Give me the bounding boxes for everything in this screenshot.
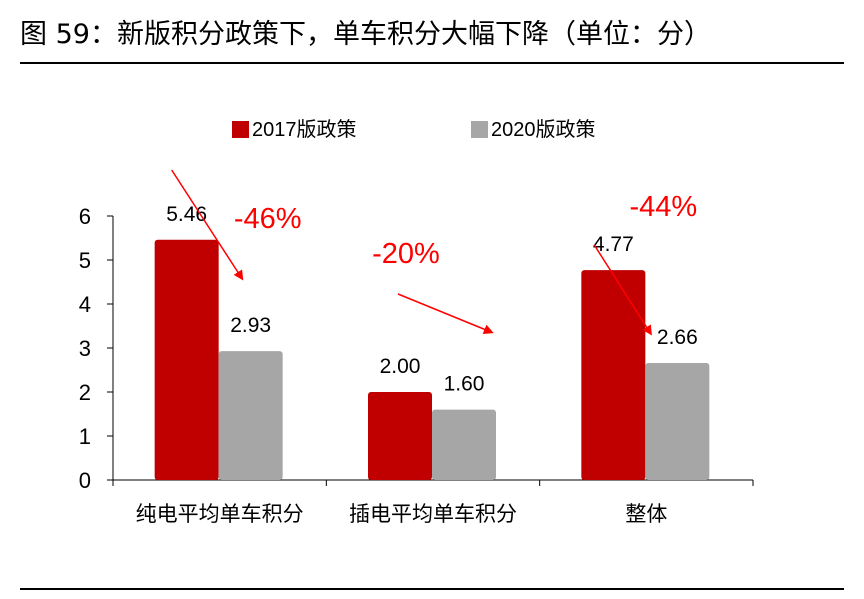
trend-arrow bbox=[171, 169, 244, 281]
x-category-label: 插电平均单车积分 bbox=[349, 503, 517, 526]
title-rule bbox=[20, 62, 844, 64]
bar-series2 bbox=[218, 351, 283, 480]
y-tick-label: 0 bbox=[79, 468, 91, 493]
y-tick-label: 5 bbox=[79, 248, 91, 273]
annotations: -46% -20% -44% bbox=[171, 169, 697, 336]
x-category-label: 整体 bbox=[625, 503, 667, 526]
y-tick-label: 4 bbox=[79, 292, 91, 317]
legend-swatch bbox=[232, 121, 249, 138]
footer-rule bbox=[20, 588, 844, 590]
y-tick-label: 6 bbox=[79, 204, 91, 229]
bar-series1 bbox=[581, 270, 646, 480]
legend-label: 2017版政策 bbox=[252, 118, 357, 141]
axes: 0 1 2 3 4 5 6 纯电平均单车积分 插电平均单车积分 整体 bbox=[79, 204, 754, 526]
x-category-label: 纯电平均单车积分 bbox=[136, 503, 304, 526]
change-annotation: -20% bbox=[372, 238, 440, 270]
data-label: 1.60 bbox=[444, 373, 485, 396]
legend-swatch bbox=[471, 121, 488, 138]
change-annotation: -46% bbox=[234, 203, 302, 235]
trend-arrow bbox=[593, 244, 652, 336]
y-tick-label: 3 bbox=[79, 336, 91, 361]
data-label: 2.66 bbox=[657, 326, 698, 349]
bar-series1 bbox=[368, 392, 432, 480]
y-tick-label: 2 bbox=[79, 380, 91, 405]
data-label: 4.77 bbox=[593, 233, 634, 256]
bar-series2 bbox=[645, 362, 710, 480]
bar-series2 bbox=[432, 409, 496, 480]
data-label: 2.93 bbox=[230, 314, 271, 337]
figure-title: 图 59：新版积分政策下，单车积分大幅下降（单位：分） bbox=[20, 19, 711, 50]
legend: 2017版政策 2020版政策 bbox=[232, 118, 596, 141]
legend-label: 2020版政策 bbox=[491, 118, 596, 141]
trend-arrow bbox=[397, 293, 494, 334]
data-label: 2.00 bbox=[380, 355, 421, 378]
bar-series1 bbox=[154, 239, 219, 480]
y-tick-label: 1 bbox=[79, 424, 91, 449]
change-annotation: -44% bbox=[629, 191, 697, 223]
bars: 5.462.932.001.604.772.66 bbox=[154, 203, 710, 480]
